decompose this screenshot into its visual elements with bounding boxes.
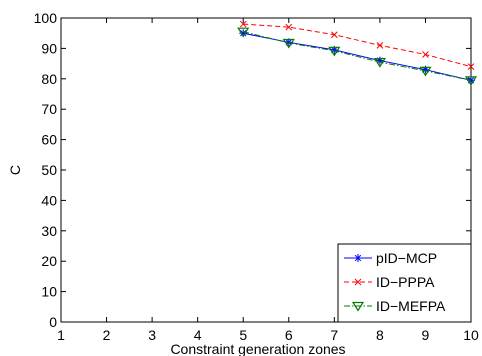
star-stroke bbox=[354, 254, 362, 262]
legend-box bbox=[337, 243, 472, 323]
series-2 bbox=[237, 27, 478, 86]
x-stroke bbox=[285, 23, 293, 31]
x-tick-label: 8 bbox=[376, 327, 384, 343]
x-tick-label: 10 bbox=[463, 327, 479, 343]
legend-marker bbox=[354, 254, 362, 262]
y-tick-label: 60 bbox=[41, 132, 57, 148]
legend-label: pID−MCP bbox=[376, 250, 437, 266]
x-tick-label: 2 bbox=[103, 327, 111, 343]
legend-marker bbox=[351, 301, 365, 312]
legend: pID−MCP ID−PPPA ID−MEFPA bbox=[337, 243, 472, 323]
data-point bbox=[328, 46, 341, 57]
y-tick-label: 10 bbox=[41, 284, 57, 300]
y-tick-label: 40 bbox=[41, 192, 57, 208]
star-stroke bbox=[240, 30, 247, 37]
data-point bbox=[419, 66, 432, 77]
y-tick-label: 80 bbox=[41, 71, 57, 87]
y-tick-label: 20 bbox=[41, 253, 57, 269]
data-point bbox=[422, 51, 429, 58]
data-point bbox=[373, 57, 386, 68]
x-tick-label: 3 bbox=[148, 327, 156, 343]
x-tick-label: 1 bbox=[57, 327, 65, 343]
data-point bbox=[282, 38, 295, 49]
y-tick-label: 30 bbox=[41, 223, 57, 239]
data-point bbox=[330, 31, 338, 39]
data-point bbox=[464, 76, 478, 86]
data-point bbox=[239, 20, 247, 28]
x-stroke bbox=[376, 42, 384, 49]
x-stroke bbox=[467, 63, 475, 70]
x-tick-label: 6 bbox=[285, 327, 293, 343]
series-line bbox=[243, 23, 472, 68]
x-tick-label: 9 bbox=[422, 327, 430, 343]
y-tick-label: 50 bbox=[41, 162, 57, 178]
data-point bbox=[376, 42, 384, 49]
x-tick-label: 5 bbox=[239, 327, 247, 343]
y-axis-label: C bbox=[7, 165, 23, 175]
data-point bbox=[285, 23, 293, 31]
legend-label: ID−PPPA bbox=[376, 274, 435, 290]
data-point bbox=[239, 29, 248, 38]
x-stroke bbox=[354, 278, 362, 286]
data-point bbox=[467, 63, 475, 70]
series-group bbox=[237, 20, 478, 86]
data-point bbox=[237, 27, 250, 38]
y-tick-label: 0 bbox=[49, 314, 57, 330]
y-tick-label: 90 bbox=[41, 40, 57, 56]
x-tick-label: 7 bbox=[330, 327, 338, 343]
x-axis-label: Constraint generation zones bbox=[170, 341, 345, 356]
legend-label: ID−MEFPA bbox=[376, 298, 446, 314]
legend-marker bbox=[354, 278, 362, 286]
y-tick-label: 70 bbox=[41, 101, 57, 117]
x-stroke bbox=[330, 31, 338, 39]
series-line bbox=[243, 31, 472, 81]
x-tick-label: 4 bbox=[194, 327, 202, 343]
series-1 bbox=[239, 20, 475, 70]
x-stroke bbox=[239, 20, 247, 28]
data-point bbox=[375, 56, 384, 65]
x-stroke bbox=[422, 51, 429, 58]
y-tick-label: 100 bbox=[34, 10, 58, 26]
